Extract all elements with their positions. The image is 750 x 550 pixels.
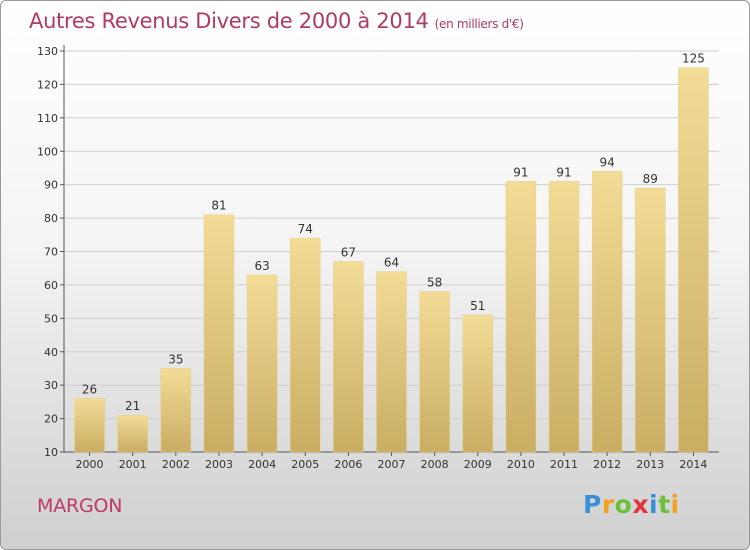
data-label-2011: 91 bbox=[556, 165, 571, 179]
bar-2001 bbox=[117, 414, 148, 453]
x-tick-label-2011: 2011 bbox=[550, 458, 578, 471]
x-tick-label-2005: 2005 bbox=[291, 458, 319, 471]
x-tick-label-2004: 2004 bbox=[248, 458, 276, 471]
data-label-2008: 58 bbox=[427, 276, 442, 290]
chart-title-text: Autres Revenus Divers de 2000 à 2014 bbox=[29, 9, 429, 33]
bar-2000 bbox=[74, 398, 105, 453]
y-tick-label: 60 bbox=[44, 279, 58, 292]
x-tick-label-2002: 2002 bbox=[162, 458, 190, 471]
y-tick-label: 100 bbox=[37, 145, 58, 158]
data-label-2004: 63 bbox=[254, 259, 269, 273]
y-tick-label: 50 bbox=[44, 312, 58, 325]
bar-2012 bbox=[591, 171, 623, 453]
bar-2004 bbox=[246, 274, 278, 453]
proxiti-logo: Proxiti bbox=[583, 490, 680, 519]
data-label-2002: 35 bbox=[168, 352, 183, 366]
x-tick-label-2007: 2007 bbox=[378, 458, 406, 471]
logo-letter: x bbox=[632, 490, 649, 519]
bar-2008 bbox=[419, 291, 450, 453]
x-tick-label-2001: 2001 bbox=[119, 458, 147, 471]
logo-letter: i bbox=[649, 490, 659, 519]
y-tick-label: 40 bbox=[44, 346, 58, 359]
x-tick-label-2010: 2010 bbox=[507, 458, 535, 471]
x-tick-label-2014: 2014 bbox=[679, 458, 707, 471]
bar-2003 bbox=[203, 214, 235, 453]
bar-2013 bbox=[635, 187, 666, 453]
y-tick-label: 80 bbox=[44, 212, 58, 225]
data-label-2007: 64 bbox=[384, 256, 399, 270]
data-label-2000: 26 bbox=[82, 383, 97, 397]
bars bbox=[74, 67, 709, 453]
logo-letter: P bbox=[583, 490, 602, 519]
x-tick-label-2013: 2013 bbox=[636, 458, 664, 471]
data-label-2001: 21 bbox=[125, 399, 140, 413]
x-tick-label-2008: 2008 bbox=[421, 458, 449, 471]
bar-2010 bbox=[505, 181, 537, 453]
labels: 26 2000 21 2001 35 2002 81 2003 63 2004 74 2005 67 20… bbox=[76, 52, 708, 471]
data-label-2005: 74 bbox=[298, 222, 313, 236]
x-tick-label-2012: 2012 bbox=[593, 458, 621, 471]
y-tick-label: 10 bbox=[44, 446, 58, 459]
data-label-2010: 91 bbox=[513, 165, 528, 179]
x-tick-label-2003: 2003 bbox=[205, 458, 233, 471]
data-label-2003: 81 bbox=[211, 199, 226, 213]
data-label-2012: 94 bbox=[600, 155, 615, 169]
bar-2002 bbox=[160, 368, 192, 453]
logo-letter: t bbox=[658, 490, 671, 519]
logo-letter: i bbox=[670, 490, 680, 519]
y-tick-label: 120 bbox=[37, 78, 58, 91]
y-tick-label: 110 bbox=[37, 112, 58, 125]
chart-title: Autres Revenus Divers de 2000 à 2014 (en … bbox=[29, 9, 524, 33]
chart-subtitle: (en milliers d'€) bbox=[434, 17, 524, 31]
y-tick-label: 70 bbox=[44, 246, 58, 259]
bar-2006 bbox=[333, 261, 364, 453]
data-label-2006: 67 bbox=[341, 246, 356, 260]
y-tick-label: 20 bbox=[44, 413, 58, 426]
data-label-2014: 125 bbox=[682, 52, 705, 66]
bar-2009 bbox=[462, 314, 494, 453]
data-label-2013: 89 bbox=[643, 172, 658, 186]
bar-2005 bbox=[289, 237, 321, 453]
bar-2011 bbox=[548, 181, 580, 453]
location-label: MARGON bbox=[37, 495, 123, 517]
x-tick-label-2000: 2000 bbox=[76, 458, 104, 471]
data-label-2009: 51 bbox=[470, 299, 485, 313]
bar-2007 bbox=[376, 271, 407, 453]
x-tick-label-2006: 2006 bbox=[334, 458, 362, 471]
logo-letter: r bbox=[601, 490, 615, 519]
y-tick-label: 90 bbox=[44, 179, 58, 192]
y-tick-label: 130 bbox=[37, 45, 58, 58]
logo-letter: o bbox=[614, 490, 633, 519]
x-tick-label-2009: 2009 bbox=[464, 458, 492, 471]
y-tick-label: 30 bbox=[44, 379, 58, 392]
bar-2014 bbox=[678, 67, 709, 453]
